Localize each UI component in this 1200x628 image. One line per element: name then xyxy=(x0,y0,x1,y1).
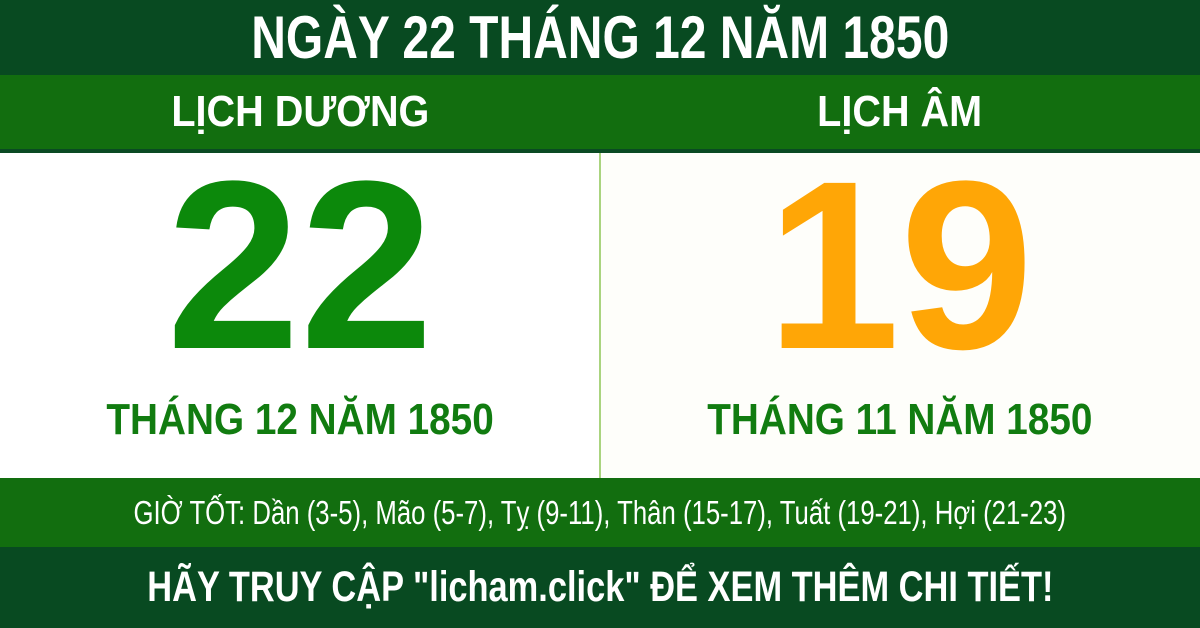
good-hours-text: GIỜ TỐT: Dần (3-5), Mão (5-7), Tỵ (9-11)… xyxy=(133,494,1067,531)
solar-calendar-label: LỊCH DƯƠNG xyxy=(170,87,430,136)
solar-panel: 22 THÁNG 12 NĂM 1850 xyxy=(0,145,600,478)
lunar-month-year: THÁNG 11 NĂM 1850 xyxy=(681,398,1119,442)
solar-month-year: THÁNG 12 NĂM 1850 xyxy=(80,398,520,442)
solar-day-number: 22 xyxy=(166,131,434,399)
solar-label-cell: LỊCH DƯƠNG xyxy=(0,75,600,149)
good-hours-bar: GIỜ TỐT: Dần (3-5), Mão (5-7), Tỵ (9-11)… xyxy=(0,478,1200,547)
lunar-panel: 19 THÁNG 11 NĂM 1850 xyxy=(600,145,1200,478)
solar-month-year-text: THÁNG 12 NĂM 1850 xyxy=(106,395,494,444)
column-divider xyxy=(599,153,601,478)
lunar-month-year-text: THÁNG 11 NĂM 1850 xyxy=(707,395,1093,444)
banner-header: NGÀY 22 THÁNG 12 NĂM 1850 xyxy=(0,0,1200,75)
lunar-label-cell: LỊCH ÂM xyxy=(600,75,1200,149)
lunar-day-number: 19 xyxy=(766,131,1034,399)
banner-title: NGÀY 22 THÁNG 12 NĂM 1850 xyxy=(250,3,950,71)
lunar-calendar-label: LỊCH ÂM xyxy=(817,87,983,136)
banner-footer: HÃY TRUY CẬP "licham.click" ĐỂ XEM THÊM … xyxy=(0,547,1200,628)
calendar-body: 22 THÁNG 12 NĂM 1850 19 THÁNG 11 NĂM 185… xyxy=(0,145,1200,478)
calendar-type-band: LỊCH DƯƠNG LỊCH ÂM xyxy=(0,75,1200,153)
footer-cta-text: HÃY TRUY CẬP "licham.click" ĐỂ XEM THÊM … xyxy=(146,563,1054,611)
